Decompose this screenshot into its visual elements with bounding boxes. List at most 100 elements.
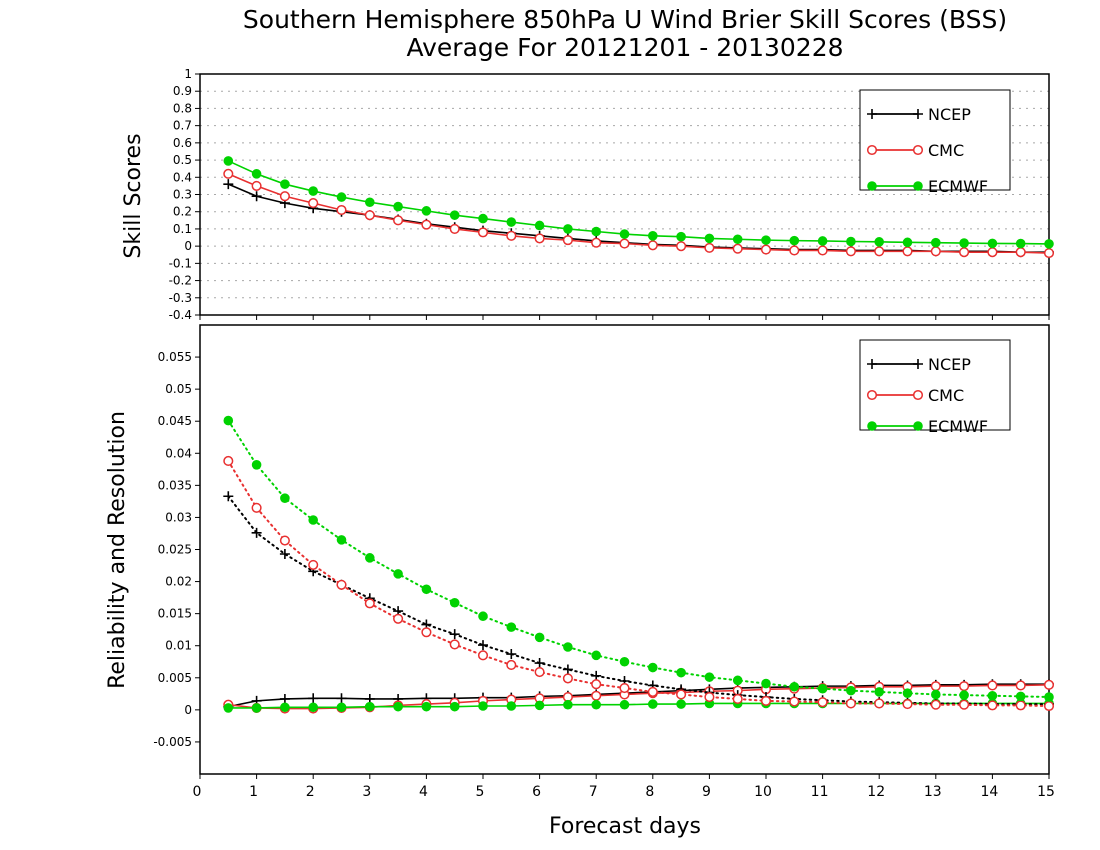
bottom-panel-legend-marker-cmc [866, 389, 878, 401]
bottom-panel-y-label: Reliability and Resolution [105, 411, 130, 689]
top-panel-legend-label-ecmwf: ECMWF [928, 177, 988, 196]
bottom-panel-point-ncep [336, 693, 347, 704]
top-panel-y-tick-label: 0.9 [173, 84, 192, 98]
top-panel-legend-marker-ncep [867, 109, 877, 119]
top-panel-legend-marker-ecmwf [913, 181, 923, 191]
top-panel-point-ecmwf [619, 229, 630, 239]
bottom-panel-point-ecmwf [506, 701, 517, 711]
bottom-panel-point-ecmwf [421, 701, 432, 712]
top-panel-point-cmc [647, 240, 658, 251]
bottom-panel-legend-box [859, 339, 1011, 431]
bottom-panel-y-tick-label: 0.015 [158, 607, 192, 621]
top-panel-point-ecmwf [704, 233, 715, 244]
bottom-panel-series-line-ecmwf-resolution [227, 419, 1050, 699]
bottom-panel-point-cmc [506, 659, 517, 671]
bottom-panel-point-ecmwf [478, 611, 488, 622]
bottom-panel-point-cmc [817, 697, 828, 708]
top-panel-point-ecmwf [336, 192, 347, 202]
bottom-panel-point-cmc [1043, 679, 1055, 690]
bottom-panel-point-cmc [308, 559, 319, 570]
x-tick-label: 1 [249, 784, 258, 800]
top-panel-point-cmc [251, 180, 262, 191]
bottom-panel-point-ecmwf [987, 690, 998, 701]
top-panel-point-cmc [760, 244, 772, 255]
top-panel-point-ecmwf [676, 231, 686, 242]
bottom-panel-point-cmc [987, 700, 998, 711]
top-panel-y-tick-label: 0.8 [173, 101, 192, 115]
bottom-panel-point-ecmwf [365, 553, 375, 563]
bottom-panel-point-cmc [591, 679, 602, 690]
top-panel-point-ecmwf [648, 231, 658, 241]
bottom-panel-point-ecmwf [506, 622, 517, 632]
top-panel-point-cmc [845, 246, 856, 257]
top-panel-point-cmc [704, 242, 715, 253]
top-panel-y-tick-label: 0.6 [173, 136, 192, 150]
top-panel-point-ncep [223, 179, 234, 190]
top-panel-point-ecmwf [308, 186, 319, 196]
bottom-panel-point-ecmwf [280, 493, 290, 503]
bottom-panel-point-ecmwf [449, 597, 460, 608]
bottom-panel-point-ecmwf [336, 702, 347, 713]
top-panel-point-ecmwf [874, 237, 885, 247]
bottom-panel-y-tick-label: 0.04 [165, 446, 192, 460]
bottom-panel-point-cmc [789, 696, 800, 707]
bottom-panel-point-ecmwf [846, 685, 856, 696]
bottom-panel-point-ecmwf [902, 688, 913, 698]
top-panel-point-cmc [364, 210, 375, 221]
bottom-panel-point-ecmwf [959, 690, 969, 700]
bottom-panel-y-tick-label: 0.03 [165, 510, 192, 524]
bottom-panel-point-ecmwf [280, 702, 290, 713]
bottom-panel-point-cmc [1043, 700, 1055, 712]
top-panel-point-cmc [336, 204, 347, 216]
top-panel-point-cmc [1015, 247, 1026, 258]
bottom-panel-point-ecmwf [251, 460, 262, 470]
bottom-panel-point-cmc [959, 699, 970, 710]
top-panel-legend-label-ncep: NCEP [928, 105, 971, 124]
x-tick-label: 9 [702, 784, 711, 800]
x-tick-label: 6 [532, 784, 541, 800]
top-panel-point-ncep [251, 191, 262, 202]
top-panel-y-tick-label: 0 [184, 239, 192, 253]
top-panel-point-cmc [1043, 247, 1055, 259]
bottom-panel-point-ecmwf [704, 672, 715, 682]
x-tick-label: 0 [193, 784, 202, 800]
top-panel-point-cmc [902, 246, 913, 257]
top-panel-point-ecmwf [365, 197, 375, 208]
bottom-panel-point-ecmwf [931, 689, 941, 700]
bottom-panel-legend-label-cmc: CMC [928, 386, 964, 405]
bottom-panel-point-cmc [959, 681, 970, 692]
bottom-panel-point-cmc [336, 579, 347, 590]
top-panel-y-tick-label: 0.3 [173, 188, 192, 202]
bottom-panel-point-cmc [732, 693, 743, 705]
top-panel-legend-label-cmc: CMC [928, 141, 964, 160]
bottom-panel-y-tick-label: 0.035 [158, 478, 192, 492]
top-panel-y-tick-label: 0.7 [173, 119, 192, 133]
top-panel-point-ecmwf [732, 234, 743, 245]
bottom-panel-point-ncep [279, 693, 290, 704]
bottom-panel-point-ecmwf [591, 650, 602, 661]
top-panel-point-cmc [506, 230, 517, 241]
top-panel-y-tick-label: -0.2 [169, 274, 192, 288]
bottom-panel-point-ecmwf [365, 701, 375, 712]
top-panel-point-ecmwf [1044, 239, 1054, 249]
top-panel-point-cmc [223, 168, 234, 179]
bottom-panel-legend-marker-ecmwf [913, 421, 923, 431]
top-panel-point-cmc [449, 223, 460, 234]
top-panel-point-cmc [393, 215, 404, 226]
top-panel-point-cmc [959, 247, 970, 258]
bottom-panel-point-cmc [1015, 680, 1026, 691]
bottom-panel-point-ecmwf [676, 667, 686, 678]
bottom-panel-point-cmc [704, 691, 715, 703]
bottom-panel-point-ncep [534, 658, 545, 669]
top-panel-point-cmc [676, 241, 687, 252]
bottom-panel-point-ecmwf [619, 656, 630, 667]
top-panel-legend-marker-ecmwf [867, 181, 877, 191]
bottom-panel-legend-label-ncep: NCEP [928, 355, 971, 374]
x-tick-label: 11 [811, 784, 829, 800]
bottom-panel-series-line-cmc-resolution [227, 459, 1050, 708]
bottom-panel-y-tick-label: 0.045 [158, 414, 192, 428]
top-panel-point-ecmwf [223, 156, 234, 166]
bottom-panel-point-ncep [449, 629, 460, 640]
top-panel-y-tick-label: -0.4 [169, 308, 192, 322]
